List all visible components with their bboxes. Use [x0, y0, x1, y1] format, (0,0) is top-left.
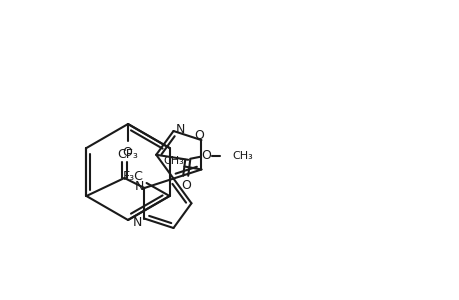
Text: O: O [201, 149, 211, 162]
Text: O: O [181, 179, 191, 192]
Text: CH₃: CH₃ [232, 151, 252, 161]
Text: O: O [122, 146, 132, 158]
Text: CH₃: CH₃ [163, 157, 184, 166]
Text: N: N [133, 216, 142, 229]
Text: N: N [134, 179, 144, 193]
Text: F₃C: F₃C [123, 169, 144, 182]
Text: CF₃: CF₃ [118, 148, 138, 160]
Text: N: N [175, 122, 185, 136]
Text: O: O [194, 129, 204, 142]
